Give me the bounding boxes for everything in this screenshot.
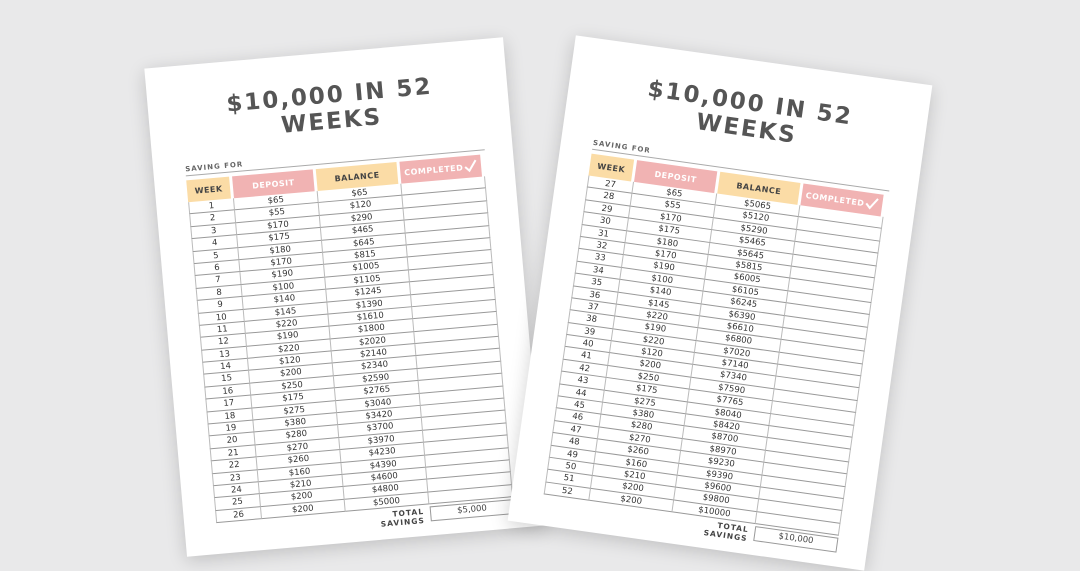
check-icon [464,159,477,173]
sheet-title: $10,000 IN 52 WEEKS [225,73,434,139]
column-header: COMPLETED [800,183,884,217]
savings-table: WEEK DEPOSIT BALANCE COMPLETED 1 $65 $65 2 $55 $1… [186,154,515,524]
check-icon [865,198,879,210]
savings-table: WEEK DEPOSIT BALANCE COMPLETED 27 $65 $5065 28 $… [543,153,889,537]
sheet: $10,000 IN 52 WEEKS SAVING FOR WEEK DEPOSIT… [507,35,933,571]
sheet: $10,000 IN 52 WEEKS SAVING FOR WEEK DEPOSIT… [144,37,546,557]
column-header: COMPLETED [399,154,483,184]
